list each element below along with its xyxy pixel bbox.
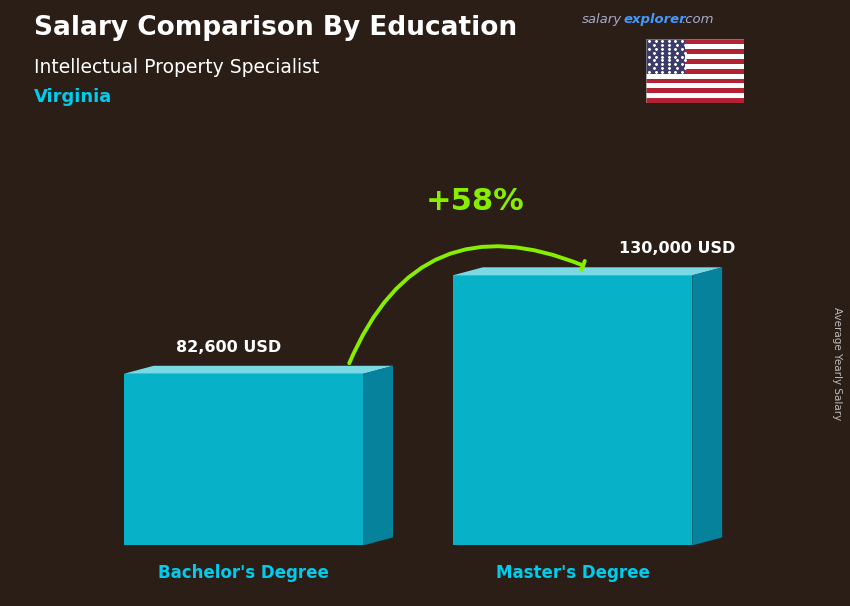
- Text: Bachelor's Degree: Bachelor's Degree: [158, 564, 329, 582]
- Text: 130,000 USD: 130,000 USD: [619, 241, 735, 256]
- Polygon shape: [363, 366, 393, 545]
- FancyBboxPatch shape: [453, 275, 692, 545]
- Bar: [646, 79, 744, 84]
- Text: Intellectual Property Specialist: Intellectual Property Specialist: [34, 58, 320, 76]
- Bar: [646, 74, 744, 79]
- Text: Average Yearly Salary: Average Yearly Salary: [832, 307, 842, 420]
- Polygon shape: [692, 267, 722, 545]
- Text: Master's Degree: Master's Degree: [496, 564, 649, 582]
- Bar: [646, 54, 744, 59]
- Text: salary: salary: [582, 13, 622, 26]
- Bar: [646, 64, 744, 68]
- Text: Salary Comparison By Education: Salary Comparison By Education: [34, 15, 517, 41]
- Bar: [646, 59, 744, 64]
- Bar: [646, 88, 744, 93]
- Polygon shape: [124, 366, 393, 374]
- Bar: [646, 84, 744, 88]
- Bar: [646, 39, 685, 74]
- Bar: [646, 44, 744, 49]
- Text: .com: .com: [681, 13, 713, 26]
- Bar: [646, 68, 744, 74]
- Bar: [646, 39, 744, 44]
- Polygon shape: [453, 267, 722, 275]
- FancyBboxPatch shape: [124, 374, 363, 545]
- Text: Virginia: Virginia: [34, 88, 112, 106]
- Text: explorer: explorer: [623, 13, 686, 26]
- Bar: [646, 98, 744, 103]
- Bar: [646, 49, 744, 54]
- Bar: [646, 93, 744, 98]
- Text: +58%: +58%: [426, 187, 524, 216]
- Text: 82,600 USD: 82,600 USD: [176, 340, 281, 355]
